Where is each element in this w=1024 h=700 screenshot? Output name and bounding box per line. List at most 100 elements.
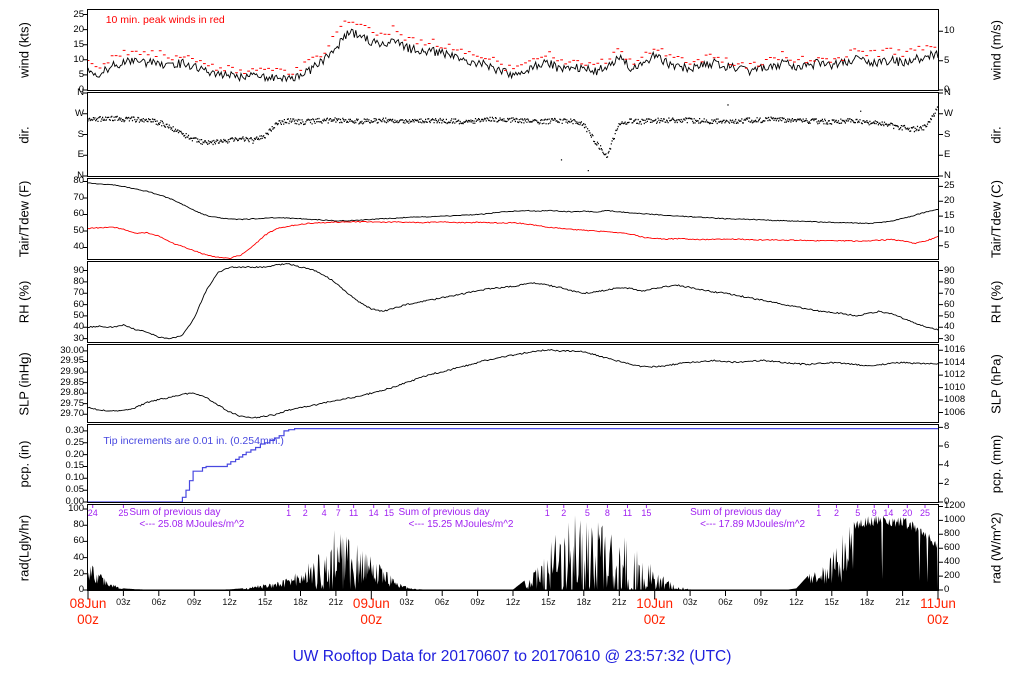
panel-dir bbox=[87, 92, 939, 177]
chart-title: UW Rooftop Data for 20170607 to 20170610… bbox=[292, 648, 732, 665]
rad-sum-marker: 11 bbox=[348, 508, 359, 518]
pcp-ytick-left: 0.00 bbox=[65, 496, 85, 507]
rad-ytick-right: 0 bbox=[944, 584, 950, 595]
rad-sum-note-line1: Sum of previous day bbox=[690, 507, 782, 518]
slp_inhg-trace bbox=[88, 349, 938, 419]
xaxis-minor-label: 15z bbox=[824, 597, 840, 607]
wind-ytick-right: 0 bbox=[944, 84, 950, 95]
rh-plot bbox=[88, 263, 938, 340]
wind-ytick-left: 25 bbox=[73, 8, 84, 20]
tdew_f-trace bbox=[88, 220, 938, 259]
rad-sum-marker: 5 bbox=[855, 508, 861, 518]
rad-sum-marker: 2 bbox=[561, 508, 567, 518]
temp-ytick-right: 5 bbox=[944, 239, 950, 251]
rad-sum-marker: 9 bbox=[871, 508, 877, 518]
temp-ytick-right: 10 bbox=[944, 224, 955, 236]
slp-plot bbox=[88, 349, 938, 419]
rh-ytick-left: 30 bbox=[73, 332, 84, 344]
rad-sum-note-line1: Sum of previous day bbox=[129, 507, 221, 518]
xaxis-minor-label: 12z bbox=[222, 597, 237, 607]
xaxis-minor-label: 18z bbox=[859, 597, 875, 607]
xaxis-minor-label: 12z bbox=[789, 597, 804, 607]
rad-sum-marker: 25 bbox=[919, 508, 931, 518]
dir-ytick-left: S bbox=[77, 128, 84, 140]
temp-ytick-left: 80 bbox=[73, 175, 84, 187]
rad-sum-marker: 1 bbox=[816, 508, 822, 518]
rad-sum-marker: 5 bbox=[584, 508, 590, 518]
xaxis-minor-label: 06z bbox=[434, 597, 450, 607]
rad-sum-marker: 15 bbox=[641, 508, 652, 518]
rh-ytick-right: 30 bbox=[944, 332, 955, 344]
wind-ytick-left: 20 bbox=[73, 23, 84, 35]
rad-ytick-right: 600 bbox=[944, 542, 960, 554]
wind-ytick-right: 5 bbox=[944, 54, 950, 66]
rad-sum-marker: 2 bbox=[833, 508, 839, 518]
rad-ytick-right: 800 bbox=[944, 528, 960, 540]
rad-sum-note: Sum of previous day <--- 17.89 MJoules/m^… bbox=[690, 507, 805, 531]
rh-ytick-left: 60 bbox=[73, 298, 84, 310]
rh-ytick-left: 40 bbox=[73, 321, 84, 333]
slp-axis-label-right: SLP (hPa) bbox=[988, 353, 1004, 414]
slp-ytick-right: 1010 bbox=[944, 381, 966, 393]
temp-ytick-left: 60 bbox=[73, 208, 84, 220]
wind-ytick-left: 5 bbox=[78, 68, 84, 80]
temp-axis-label-right: Tair/Tdew (C) bbox=[988, 179, 1004, 259]
temp-axis-label-left: Tair/Tdew (F) bbox=[16, 180, 32, 258]
xaxis-hour: 00z bbox=[77, 612, 99, 627]
wind-ytick-left: 10 bbox=[73, 53, 84, 65]
wind-annotation: 10 min. peak winds in red bbox=[105, 14, 225, 26]
temp-ytick-left: 40 bbox=[73, 241, 84, 253]
pcp-ytick-right: 2 bbox=[944, 477, 950, 489]
rad-ytick-left: 60 bbox=[73, 535, 84, 547]
temp-ytick-right: 15 bbox=[944, 210, 955, 222]
temp-ytick-right: 25 bbox=[944, 180, 955, 192]
dir-ytick-left: W bbox=[75, 107, 84, 119]
xaxis-minor-label: 18z bbox=[293, 597, 308, 607]
rad-ytick-right: 1200 bbox=[944, 500, 966, 512]
rh-ytick-left: 70 bbox=[73, 287, 84, 299]
rad-ytick-right: 1000 bbox=[944, 514, 966, 526]
slp-axis-label-left: SLP (inHg) bbox=[16, 351, 32, 416]
rad-sum-marker: 8 bbox=[604, 508, 610, 518]
rad-sum-note-line2: <--- 17.89 MJoules/m^2 bbox=[700, 519, 806, 530]
dir-plot bbox=[88, 104, 938, 172]
xaxis-minor-label: 06z bbox=[151, 597, 167, 607]
rad-ytick-right: 400 bbox=[944, 556, 960, 568]
xaxis-major-label: 10Jun 00z bbox=[636, 596, 673, 628]
xaxis-minor-label: 09z bbox=[470, 597, 485, 607]
temp-plot bbox=[88, 182, 938, 259]
xaxis-major-label: 09Jun 00z bbox=[353, 596, 390, 628]
rad-sum-marker: 14 bbox=[883, 508, 894, 518]
rad-sum-marker: 11 bbox=[622, 508, 633, 518]
wind-ytick-left: 15 bbox=[73, 38, 84, 50]
rad-sum-note-line2: <--- 25.08 MJoules/m^2 bbox=[139, 519, 245, 530]
slp-ytick-right: 1012 bbox=[944, 369, 966, 381]
rh-ytick-right: 50 bbox=[944, 309, 955, 321]
xaxis-minor-label: 15z bbox=[541, 597, 556, 607]
slp-ytick-right: 1016 bbox=[944, 344, 966, 356]
panel-rh bbox=[87, 261, 939, 343]
rad-sum-marker: 20 bbox=[902, 508, 913, 518]
rad-sum-note: Sum of previous day <--- 15.25 MJoules/m^… bbox=[398, 507, 513, 531]
xaxis-major-label: 11Jun 00z bbox=[920, 596, 956, 628]
pcp-annotation: Tip increments are 0.01 in. (0.254mm.) bbox=[103, 435, 284, 447]
rad-axis-label-left: rad(Lgly/hr) bbox=[16, 514, 32, 581]
rad-ytick-left: 100 bbox=[68, 503, 84, 515]
slp-ytick-left: 30.00 bbox=[60, 344, 84, 356]
rad-sum-note-line2: <--- 15.25 MJoules/m^2 bbox=[408, 519, 514, 530]
rh-axis-label-right: RH (%) bbox=[988, 280, 1004, 324]
rad-sum-note: Sum of previous day <--- 25.08 MJoules/m^… bbox=[129, 507, 244, 531]
pcp-ytick-left: 0.10 bbox=[65, 472, 85, 484]
rad-ytick-left: 40 bbox=[73, 551, 84, 563]
dir-ytick-left: N bbox=[77, 170, 84, 181]
dir-ytick-left: E bbox=[77, 149, 84, 161]
pcp-axis-label-right: pcp. (mm) bbox=[988, 434, 1004, 493]
dir-axis-label-left: dir. bbox=[16, 125, 32, 144]
rad-sum-marker: 4 bbox=[321, 508, 327, 518]
dir-ytick-right: E bbox=[944, 149, 951, 161]
rh-ytick-right: 60 bbox=[944, 298, 955, 310]
xaxis-minor-label: 12z bbox=[505, 597, 521, 607]
slp-ytick-left: 29.95 bbox=[60, 355, 84, 367]
xaxis-hour: 00z bbox=[643, 612, 666, 627]
